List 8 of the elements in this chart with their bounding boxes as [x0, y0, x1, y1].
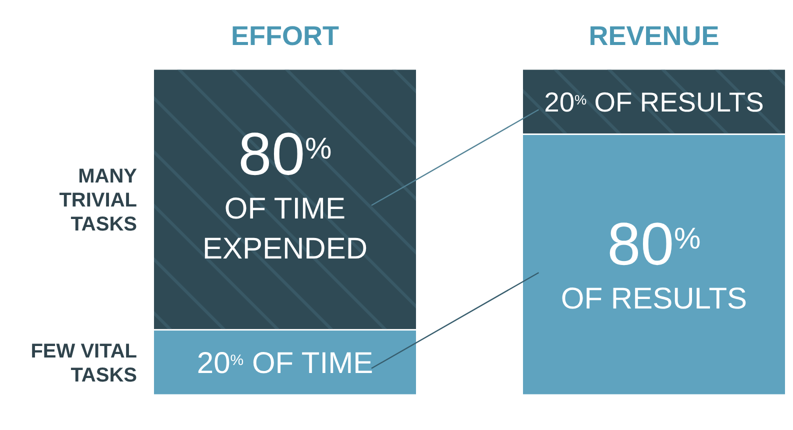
- x-tick-label: REVENUE: [588, 21, 720, 51]
- x-tick-label: EFFORT: [230, 21, 340, 51]
- data-label: 20$^{%}$ OF RESULTS: [544, 86, 764, 118]
- series-label: FEW VITAL TASKS: [30, 340, 137, 386]
- series-label: MANY TRIVIAL TASKS: [59, 165, 138, 236]
- data-label: 20$^{%}$ OF TIME: [196, 347, 374, 380]
- data-label: 80$^{%}$ OF TIME EXPENDED: [202, 120, 368, 266]
- data-label: 80$^{%}$ OF RESULTS: [560, 210, 748, 316]
